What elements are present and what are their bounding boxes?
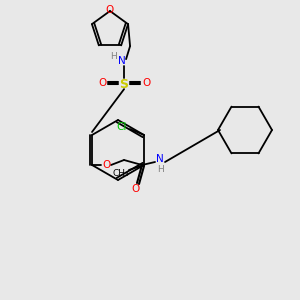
- Text: H: H: [110, 52, 116, 61]
- Text: N: N: [118, 56, 126, 66]
- Text: O: O: [106, 5, 114, 15]
- Text: N: N: [156, 154, 164, 164]
- Text: S: S: [120, 78, 129, 91]
- Text: H: H: [157, 164, 164, 173]
- Text: Cl: Cl: [117, 122, 127, 132]
- Text: O: O: [102, 160, 110, 170]
- Text: O: O: [142, 78, 150, 88]
- Text: CH₃: CH₃: [113, 169, 129, 178]
- Text: O: O: [131, 184, 139, 194]
- Text: O: O: [98, 78, 106, 88]
